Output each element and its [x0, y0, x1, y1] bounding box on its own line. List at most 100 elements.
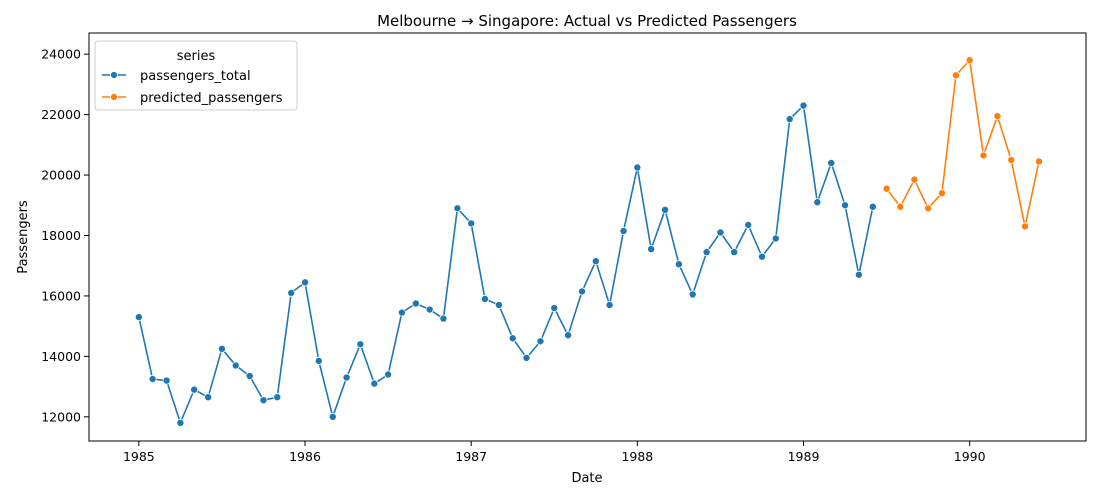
y-tick-label: 14000: [41, 349, 81, 364]
data-point-predicted-passengers: [965, 56, 974, 65]
legend-marker-predicted-passengers: [110, 93, 118, 101]
data-point-passengers-total: [508, 334, 517, 343]
data-point-passengers-total: [397, 308, 406, 317]
y-tick-label: 20000: [41, 168, 81, 183]
data-point-passengers-total: [204, 393, 213, 402]
series-layer: [134, 56, 1043, 427]
x-tick-label: 1985: [123, 449, 155, 464]
data-point-passengers-total: [273, 393, 282, 402]
data-point-passengers-total: [411, 299, 420, 308]
data-point-predicted-passengers: [979, 151, 988, 160]
legend: series passengers_total predicted_passen…: [94, 40, 298, 111]
data-point-passengers-total: [647, 245, 656, 254]
data-point-passengers-total: [716, 228, 725, 237]
data-point-passengers-total: [480, 294, 489, 303]
legend-item-passengers-total: passengers_total: [102, 69, 251, 84]
data-point-passengers-total: [633, 163, 642, 172]
data-point-predicted-passengers: [882, 184, 891, 193]
data-point-passengers-total: [439, 314, 448, 323]
data-point-passengers-total: [342, 373, 351, 382]
data-point-passengers-total: [564, 331, 573, 340]
series-predicted-passengers: [882, 56, 1043, 231]
data-point-passengers-total: [785, 115, 794, 124]
data-point-passengers-total: [494, 300, 503, 309]
data-point-passengers-total: [453, 204, 462, 213]
data-point-passengers-total: [301, 278, 310, 287]
series-line-passengers-total: [138, 104, 874, 424]
y-axis-label: Passengers: [16, 200, 31, 274]
data-point-passengers-total: [467, 219, 476, 228]
legend-box: [94, 40, 298, 111]
data-point-passengers-total: [245, 372, 254, 381]
data-point-passengers-total: [591, 257, 600, 266]
chart-title: Melbourne → Singapore: Actual vs Predict…: [377, 12, 797, 30]
data-point-predicted-passengers: [910, 175, 919, 184]
data-point-predicted-passengers: [1021, 222, 1030, 231]
y-axis: 12000 14000 16000 18000 20000 22000 24000: [41, 47, 89, 424]
data-point-passengers-total: [661, 205, 670, 214]
data-point-passengers-total: [702, 248, 711, 257]
data-point-passengers-total: [148, 375, 157, 384]
x-tick-label: 1987: [455, 449, 487, 464]
data-point-passengers-total: [578, 287, 587, 296]
data-point-passengers-total: [314, 356, 323, 365]
data-point-passengers-total: [619, 226, 628, 235]
legend-label-predicted-passengers: predicted_passengers: [140, 91, 283, 106]
plot-area-frame: [88, 32, 1087, 442]
x-tick-label: 1990: [954, 449, 986, 464]
data-point-passengers-total: [841, 201, 850, 210]
data-point-passengers-total: [134, 313, 143, 322]
data-point-predicted-passengers: [924, 204, 933, 213]
data-point-passengers-total: [605, 300, 614, 309]
data-point-passengers-total: [799, 101, 808, 110]
data-point-passengers-total: [868, 202, 877, 211]
data-point-passengers-total: [190, 385, 199, 394]
x-tick-label: 1989: [788, 449, 820, 464]
x-axis-label: Date: [571, 471, 602, 486]
data-point-passengers-total: [854, 270, 863, 279]
y-tick-label: 18000: [41, 228, 81, 243]
data-point-passengers-total: [356, 340, 365, 349]
series-line-predicted-passengers: [885, 59, 1040, 228]
x-tick-label: 1988: [621, 449, 653, 464]
legend-marker-passengers-total: [110, 71, 118, 79]
data-point-passengers-total: [674, 260, 683, 269]
y-tick-label: 16000: [41, 288, 81, 303]
x-tick-label: 1986: [289, 449, 321, 464]
series-passengers-total: [134, 101, 877, 427]
x-axis: 1985 1986 1987 1988 1989 1990: [123, 441, 986, 464]
data-point-passengers-total: [384, 370, 393, 379]
y-tick-label: 12000: [41, 409, 81, 424]
data-point-predicted-passengers: [951, 71, 960, 80]
data-point-passengers-total: [813, 198, 822, 207]
data-point-passengers-total: [370, 379, 379, 388]
data-point-passengers-total: [827, 158, 836, 167]
data-point-passengers-total: [757, 252, 766, 261]
data-point-passengers-total: [550, 304, 559, 313]
data-point-passengers-total: [217, 344, 226, 353]
data-point-passengers-total: [771, 234, 780, 243]
data-point-predicted-passengers: [896, 202, 905, 211]
legend-item-predicted-passengers: predicted_passengers: [102, 91, 283, 106]
data-point-passengers-total: [162, 376, 171, 385]
data-point-passengers-total: [176, 418, 185, 427]
data-point-passengers-total: [231, 361, 240, 370]
data-point-passengers-total: [688, 290, 697, 299]
data-point-passengers-total: [536, 337, 545, 346]
legend-label-passengers-total: passengers_total: [140, 69, 251, 84]
data-point-passengers-total: [730, 248, 739, 257]
data-point-predicted-passengers: [993, 112, 1002, 121]
data-point-passengers-total: [744, 220, 753, 229]
data-point-predicted-passengers: [1034, 157, 1043, 166]
data-point-passengers-total: [328, 412, 337, 421]
y-tick-label: 24000: [41, 47, 81, 62]
data-point-predicted-passengers: [1007, 155, 1016, 164]
data-point-passengers-total: [287, 288, 296, 297]
data-point-predicted-passengers: [937, 189, 946, 198]
data-point-passengers-total: [425, 305, 434, 314]
data-point-passengers-total: [259, 396, 268, 405]
y-tick-label: 22000: [41, 107, 81, 122]
data-point-passengers-total: [522, 353, 531, 362]
legend-title: series: [177, 49, 216, 64]
